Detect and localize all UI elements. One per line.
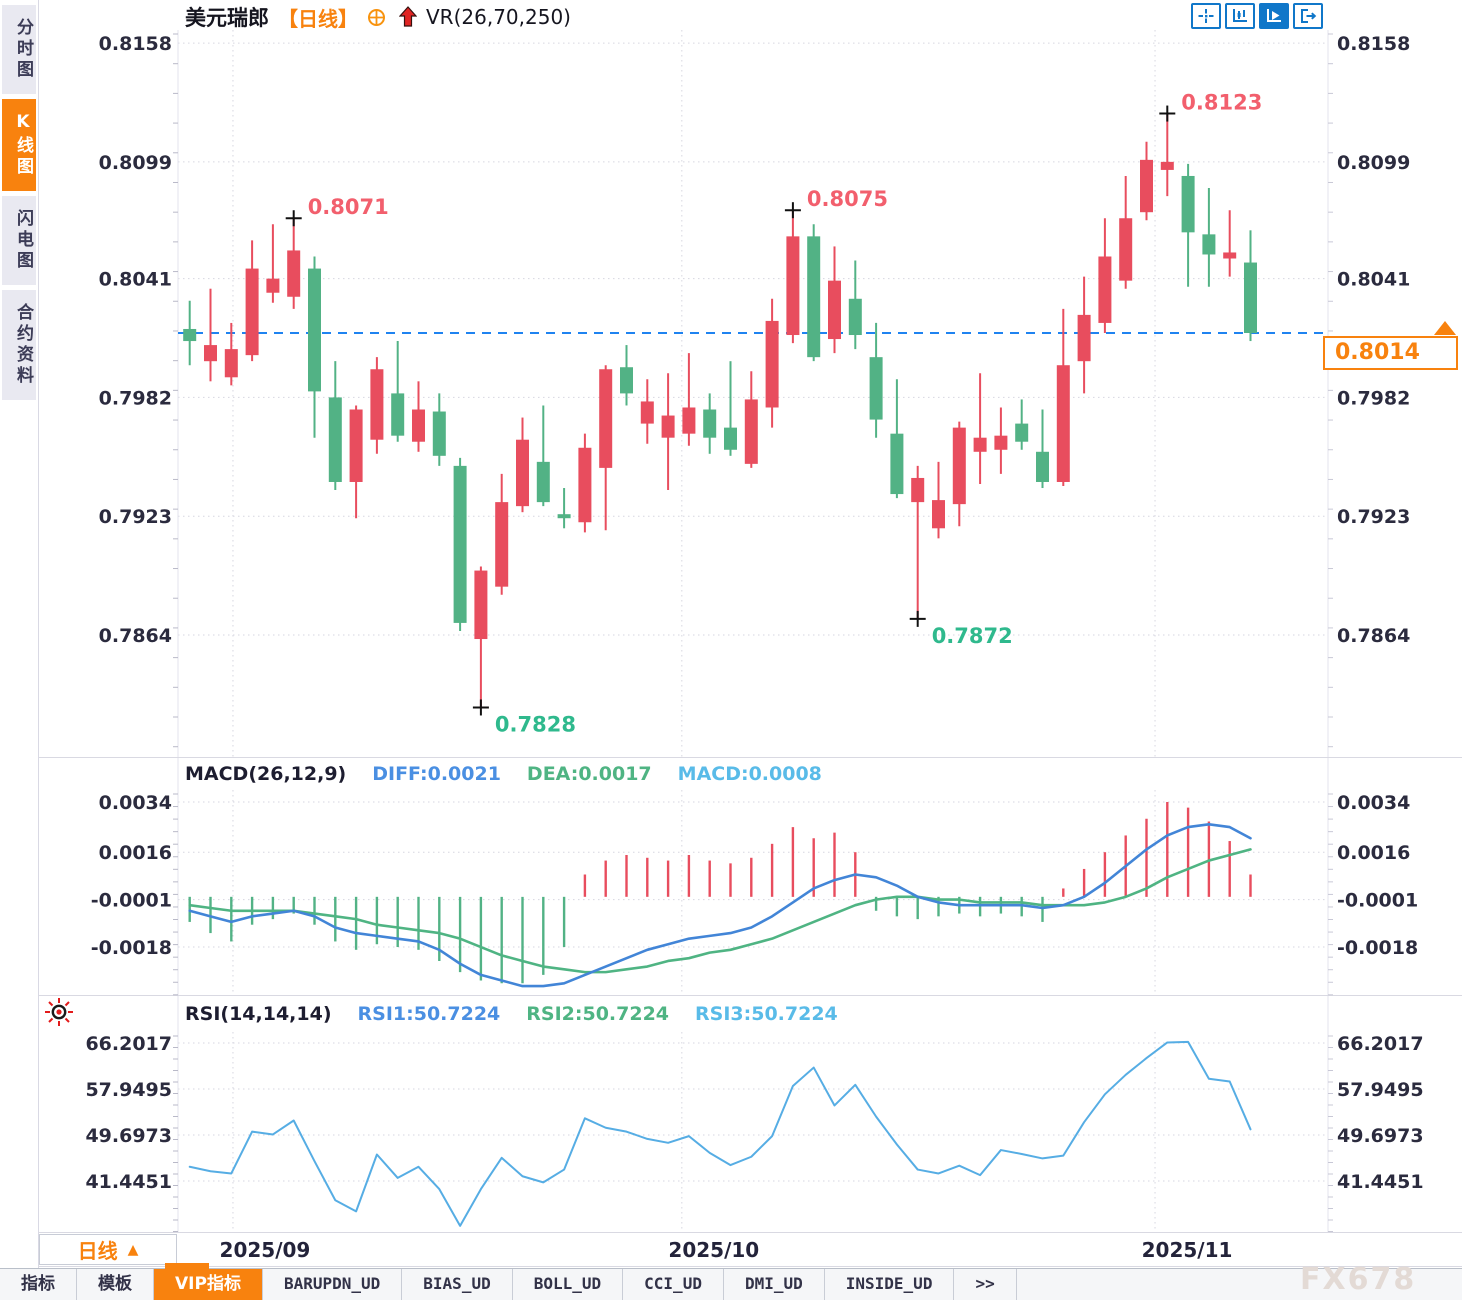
tab-barupdn-ud[interactable]: BARUPDN_UD [263,1269,403,1300]
macd-macd-value: MACD:0.0008 [677,763,822,785]
macd-layer [188,801,1252,988]
svg-text:0.7982: 0.7982 [1337,387,1410,409]
tab-boll-ud[interactable]: BOLL_UD [513,1269,624,1300]
candlestick-layer [183,113,1257,708]
indicator-tab-bar: 指标 模板 VIP指标 BARUPDN_UD BIAS_UD BOLL_UD C… [0,1268,1462,1300]
tab-more-indicators[interactable]: >> [954,1269,1017,1300]
chart-header: 美元瑞郎 【日线】 VR(26,70,250) [185,4,571,31]
svg-text:-0.0018: -0.0018 [91,937,172,959]
macd-diff-value: DIFF:0.0021 [372,763,501,785]
scroll-position-indicator[interactable] [165,1263,209,1269]
svg-text:-0.0001: -0.0001 [91,890,172,912]
indicator-label: VR(26,70,250) [426,5,571,29]
svg-text:2025/09: 2025/09 [220,1238,311,1262]
svg-text:0.0016: 0.0016 [1337,842,1410,864]
sidebar-tab-kline-chart[interactable]: K线图 [2,99,36,191]
svg-text:0.8099: 0.8099 [99,152,172,174]
svg-text:0.8099: 0.8099 [1337,152,1410,174]
indicator-settings-sun-icon[interactable] [44,997,74,1031]
tab-cci-ud[interactable]: CCI_UD [623,1269,724,1300]
rsi2-value: RSI2:50.7224 [526,1003,670,1025]
svg-text:0.7864: 0.7864 [99,625,172,647]
svg-text:0.7923: 0.7923 [99,506,172,528]
svg-text:0.7872: 0.7872 [932,624,1013,648]
period-selector-label: 日线 [77,1239,118,1263]
axis-candle-icon[interactable] [1225,3,1255,29]
svg-text:2025/10: 2025/10 [668,1238,759,1262]
tab-inside-ud[interactable]: INSIDE_UD [825,1269,955,1300]
svg-text:41.4451: 41.4451 [1337,1171,1424,1193]
sidebar-tab-lightning-chart[interactable]: 闪电图 [2,196,36,285]
axis-labels: 0.8158 0.8158 0.8099 0.8099 0.8041 0.8041 0.79… [85,33,1423,1262]
symbol-title: 美元瑞郎 [185,6,269,30]
red-up-arrow-icon [399,6,417,28]
period-tag[interactable]: 【日线】 [278,6,358,31]
panel-borders [0,30,1462,1267]
svg-text:0.8123: 0.8123 [1181,91,1262,115]
macd-header: MACD(26,12,9) DIFF:0.0021 DEA:0.0017 MAC… [185,763,822,785]
svg-text:0.0016: 0.0016 [99,842,172,864]
target-circle-plus-icon[interactable] [367,8,386,27]
svg-text:0.7828: 0.7828 [495,712,576,736]
annotations-layer: 0.8071 0.7828 0.8075 0.7872 0.8123 [285,91,1262,736]
rsi1-value: RSI1:50.7224 [357,1003,501,1025]
svg-text:0.8075: 0.8075 [807,187,888,211]
macd-dea-value: DEA:0.0017 [526,763,652,785]
price-marker-triangle-icon [1434,321,1456,335]
svg-text:57.9495: 57.9495 [1337,1079,1424,1101]
rsi-name-label: RSI(14,14,14) [185,1003,332,1025]
svg-text:57.9495: 57.9495 [85,1079,172,1101]
svg-text:0.8071: 0.8071 [308,195,389,219]
chevron-up-icon: ▲ [127,1241,139,1258]
svg-text:-0.0018: -0.0018 [1337,937,1418,959]
pan-crosshair-icon[interactable] [1191,3,1221,29]
svg-text:2025/11: 2025/11 [1142,1238,1233,1262]
svg-text:0.0034: 0.0034 [1337,792,1410,814]
sidebar-tab-contract-info[interactable]: 合约资料 [2,290,36,400]
svg-text:0.8158: 0.8158 [99,33,172,55]
svg-text:0.0034: 0.0034 [99,792,172,814]
tab-templates[interactable]: 模板 [77,1269,154,1300]
svg-text:0.8158: 0.8158 [1337,33,1410,55]
svg-text:41.4451: 41.4451 [85,1171,172,1193]
chart-tool-buttons [1191,3,1323,29]
svg-text:0.8041: 0.8041 [99,269,172,291]
rsi-layer [188,1040,1252,1227]
tab-indicators[interactable]: 指标 [0,1269,77,1300]
rsi3-value: RSI3:50.7224 [695,1003,838,1025]
svg-text:49.6973: 49.6973 [1337,1125,1424,1147]
rsi-header: RSI(14,14,14) RSI1:50.7224 RSI2:50.7224 … [185,1003,838,1025]
macd-name-label: MACD(26,12,9) [185,763,347,785]
current-price-tag: 0.8014 [1323,336,1458,370]
svg-text:0.7864: 0.7864 [1337,625,1410,647]
left-tab-strip: 分时图 K线图 闪电图 合约资料 [0,0,39,1268]
tab-vip-indicators[interactable]: VIP指标 [154,1269,263,1300]
axis-play-icon[interactable] [1259,3,1289,29]
svg-text:0.8041: 0.8041 [1337,269,1410,291]
svg-text:66.2017: 66.2017 [85,1033,172,1055]
period-selector-button[interactable]: 日线 ▲ [39,1234,177,1265]
svg-text:0.7923: 0.7923 [1337,506,1410,528]
svg-text:49.6973: 49.6973 [85,1125,172,1147]
svg-text:-0.0001: -0.0001 [1337,890,1418,912]
svg-text:0.7982: 0.7982 [99,387,172,409]
svg-text:66.2017: 66.2017 [1337,1033,1424,1055]
tab-bias-ud[interactable]: BIAS_UD [402,1269,513,1300]
sidebar-tab-time-chart[interactable]: 分时图 [2,5,36,94]
grid-layer [178,30,1328,1232]
fx678-watermark: FX678 [1300,1262,1417,1297]
exit-right-icon[interactable] [1293,3,1323,29]
tab-dmi-ud[interactable]: DMI_UD [724,1269,825,1300]
